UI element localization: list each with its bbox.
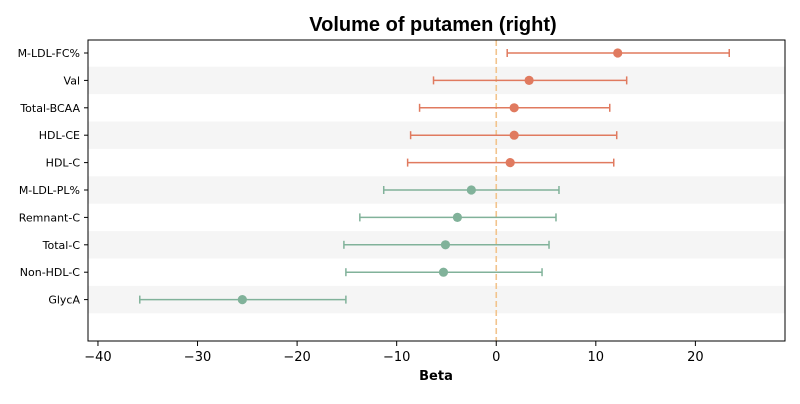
x-tick-label: 20 bbox=[687, 350, 704, 365]
point-estimate bbox=[613, 48, 623, 58]
x-tick-label: −40 bbox=[84, 350, 111, 365]
x-tick-label: −20 bbox=[283, 350, 310, 365]
point-estimate bbox=[440, 240, 451, 250]
point-estimate bbox=[466, 185, 476, 195]
point-estimates bbox=[237, 48, 623, 305]
y-tick-label: M-LDL-FC% bbox=[18, 47, 80, 60]
x-tick-label: 0 bbox=[492, 350, 500, 365]
x-axis: −40 −30 −20 −10 0 10 20 bbox=[84, 341, 704, 365]
y-tick-label: Total-C bbox=[42, 239, 81, 252]
y-axis: M-LDL-FC% Val Total-BCAA HDL-CE HDL-C M-LDL-P… bbox=[18, 47, 88, 307]
y-tick-label: GlycA bbox=[48, 294, 80, 307]
point-estimate bbox=[237, 295, 247, 305]
x-axis-label: Beta bbox=[419, 369, 453, 384]
point-estimate bbox=[505, 158, 515, 168]
y-tick-label: Non-HDL-C bbox=[20, 266, 81, 279]
chart-title: Volume of putamen (right) bbox=[309, 14, 556, 36]
x-tick-label: 10 bbox=[588, 350, 605, 365]
point-estimate bbox=[452, 212, 463, 222]
point-estimate bbox=[524, 75, 534, 85]
x-tick-label: −10 bbox=[383, 350, 410, 365]
y-tick-label: Remnant-C bbox=[19, 211, 81, 224]
point-estimate bbox=[438, 267, 449, 277]
point-estimate bbox=[509, 103, 519, 113]
y-tick-label: HDL-CE bbox=[39, 129, 80, 142]
point-estimate bbox=[509, 130, 519, 140]
y-tick-label: Total-BCAA bbox=[19, 102, 80, 115]
x-tick-label: −30 bbox=[184, 350, 211, 365]
y-tick-label: Val bbox=[64, 74, 80, 87]
y-tick-label: HDL-C bbox=[46, 157, 81, 170]
y-tick-label: M-LDL-PL% bbox=[19, 184, 80, 197]
